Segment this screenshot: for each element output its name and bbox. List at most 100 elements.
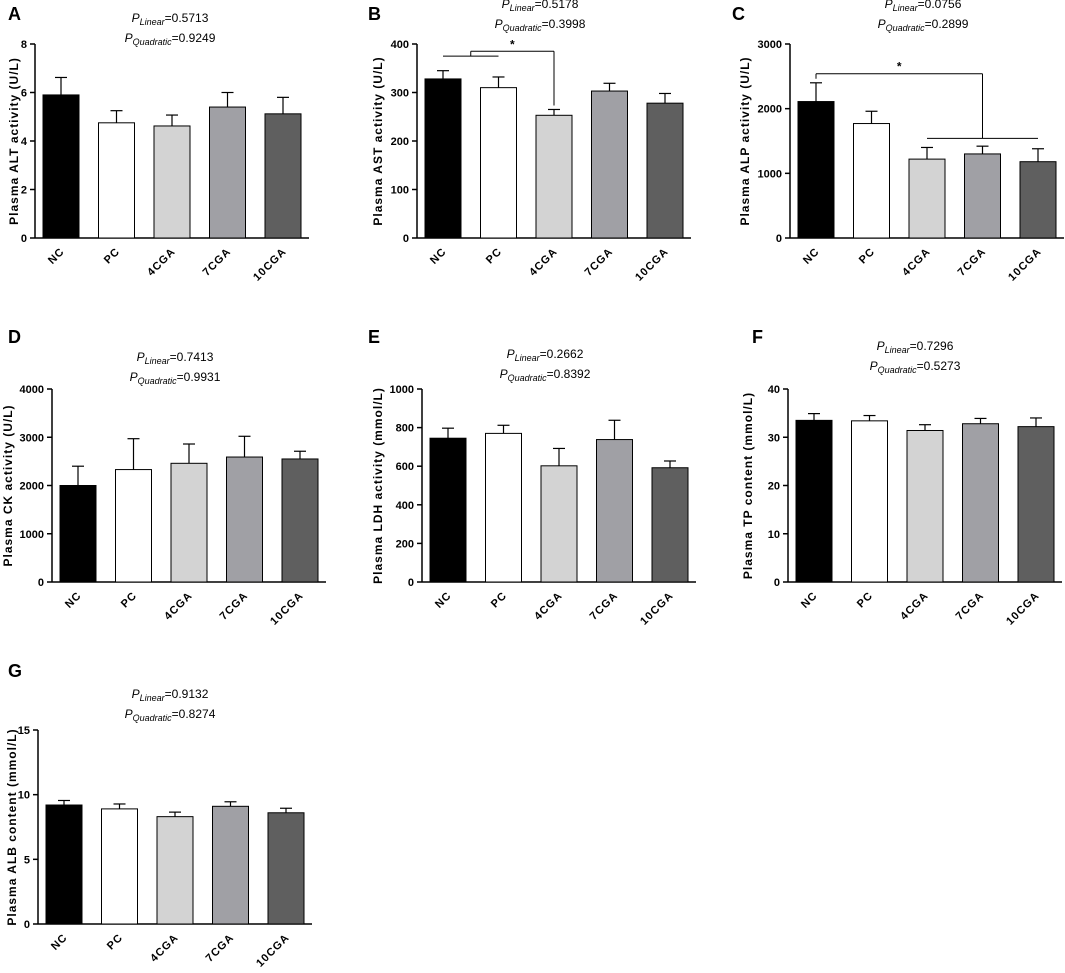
y-tick-label: 1000 [20,529,44,541]
p-linear-label: PLinear=0.5713 [132,11,209,27]
x-tick-label: 4CGA [900,246,933,279]
y-tick-label: 6 [21,88,27,100]
bar-4cga [540,465,578,583]
y-axis-label: Plasma CK activity (U/L) [1,404,15,566]
x-tick-label: 4CGA [527,246,560,279]
y-tick-label: 0 [24,919,30,931]
p-linear-label: PLinear=0.9132 [132,687,209,703]
y-tick-label: 0 [774,577,780,589]
p-quadratic-label: PQuadratic=0.5273 [870,359,961,375]
x-tick-label: 7CGA [954,590,987,623]
bar-7cga [209,106,246,239]
p-quadratic-label: PQuadratic=0.3998 [495,17,586,33]
p-quadratic-label: PQuadratic=0.9249 [125,31,216,47]
y-axis-label: Plasma LDH activity (mmol/L) [371,387,385,584]
y-tick-label: 0 [776,233,782,245]
bar-10cga [267,812,305,925]
y-axis-label: Plasma AST activity (U/L) [371,56,385,225]
y-axis-label: Plasma TP content (mmol/L) [741,392,755,579]
y-tick-label: 0 [38,577,44,589]
bar-nc [424,78,462,239]
panel-letter: G [8,661,22,681]
x-tick-label: NC [801,246,822,267]
x-tick-label: NC [799,590,820,611]
y-tick-label: 2000 [20,481,44,493]
bar-4cga [906,429,944,583]
panel-letter: E [368,327,380,347]
x-tick-label: NC [428,246,449,267]
bar-7cga [962,423,999,583]
x-tick-label: NC [46,246,67,267]
bar-7cga [596,439,633,583]
y-tick-label: 2 [21,185,27,197]
p-quadratic-label: PQuadratic=0.2899 [878,17,969,33]
panel-letter: A [8,4,21,24]
bar-10cga [1019,161,1057,239]
y-axis-label: Plasma ALB content (mmol/L) [5,728,19,925]
chart-panel-c: C PLinear=0.0756 PQuadratic=0.2899 0 1000 200… [732,0,1064,284]
bar-7cga [212,805,249,925]
y-tick-label: 100 [391,185,409,197]
y-tick-label: 4 [21,136,28,148]
p-quadratic-label: PQuadratic=0.9931 [130,370,221,386]
y-tick-label: 2000 [758,104,782,116]
x-tick-label: PC [857,246,878,267]
y-tick-label: 3000 [20,432,44,444]
y-tick-label: 200 [391,136,409,148]
x-tick-label: 7CGA [218,590,251,623]
p-linear-label: PLinear=0.7413 [137,350,214,366]
bar-pc [115,469,152,583]
bar-nc [59,485,97,583]
y-tick-label: 20 [768,481,780,493]
y-tick-label: 400 [396,500,414,512]
x-tick-label: 4CGA [145,246,178,279]
x-tick-label: 7CGA [583,246,616,279]
y-tick-label: 15 [18,725,30,737]
bar-10cga [264,113,302,239]
x-tick-label: PC [119,590,140,611]
y-tick-label: 200 [396,538,414,550]
significance-star: * [510,37,515,51]
x-tick-label: NC [433,590,454,611]
bar-pc [853,123,890,239]
x-tick-label: 7CGA [204,932,237,965]
y-tick-label: 1000 [758,168,782,180]
p-quadratic-label: PQuadratic=0.8392 [500,367,591,383]
x-tick-label: 10CGA [633,246,671,284]
y-tick-label: 8 [21,39,27,51]
y-tick-label: 4000 [20,384,44,396]
bar-nc [42,94,80,239]
y-tick-label: 10 [18,790,30,802]
chart-panel-g: G PLinear=0.9132 PQuadratic=0.8274 0 5 10 15Pl… [5,661,312,970]
y-tick-label: 0 [408,577,414,589]
bar-4cga [908,158,946,239]
chart-panel-b: B PLinear=0.5178 PQuadratic=0.3998 0 100 200 3… [368,0,691,284]
bar-pc [101,808,138,925]
bar-4cga [153,125,191,239]
panel-letter: F [752,327,763,347]
bar-nc [797,101,835,239]
x-tick-label: NC [49,932,70,953]
x-tick-label: PC [102,246,123,267]
chart-panel-f: F PLinear=0.7296 PQuadratic=0.5273 0 10 20 30 4… [741,327,1062,628]
x-tick-label: 10CGA [638,590,676,628]
p-linear-label: PLinear=0.5178 [502,0,579,13]
y-tick-label: 30 [768,432,780,444]
x-tick-label: 4CGA [162,590,195,623]
y-tick-label: 300 [391,88,409,100]
panel-letter: D [8,327,21,347]
x-tick-label: 7CGA [201,246,234,279]
y-tick-label: 0 [21,233,27,245]
x-tick-label: 10CGA [1006,246,1044,284]
x-tick-label: PC [484,246,505,267]
p-linear-label: PLinear=0.2662 [507,347,584,363]
y-tick-label: 400 [391,39,409,51]
x-tick-label: PC [855,590,876,611]
y-tick-label: 1000 [390,384,414,396]
bar-7cga [591,90,628,239]
chart-panel-d: D PLinear=0.7413 PQuadratic=0.9931 0 1000 200… [1,327,326,628]
x-tick-label: 4CGA [898,590,931,623]
p-linear-label: PLinear=0.7296 [877,339,954,355]
y-tick-label: 800 [396,423,414,435]
significance-star: * [897,60,902,74]
